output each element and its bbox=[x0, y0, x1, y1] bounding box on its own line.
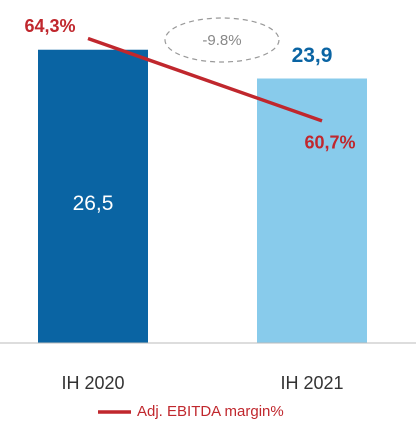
bar bbox=[38, 49, 148, 343]
x-tick-label: IH 2021 bbox=[280, 373, 343, 393]
annotation-ellipse bbox=[164, 17, 280, 63]
line-value-label: 64,3% bbox=[24, 16, 75, 36]
annotation: -9.8% bbox=[202, 32, 241, 49]
bar-value-label: 23,9 bbox=[292, 44, 333, 67]
line-value-label: 60,7% bbox=[304, 133, 355, 153]
bar-value-label: 26,5 bbox=[73, 192, 114, 215]
bar bbox=[257, 78, 367, 344]
legend-label: Adj. EBITDA margin% bbox=[137, 403, 284, 420]
x-tick-label: IH 2020 bbox=[61, 373, 124, 393]
margin-line bbox=[87, 36, 323, 123]
